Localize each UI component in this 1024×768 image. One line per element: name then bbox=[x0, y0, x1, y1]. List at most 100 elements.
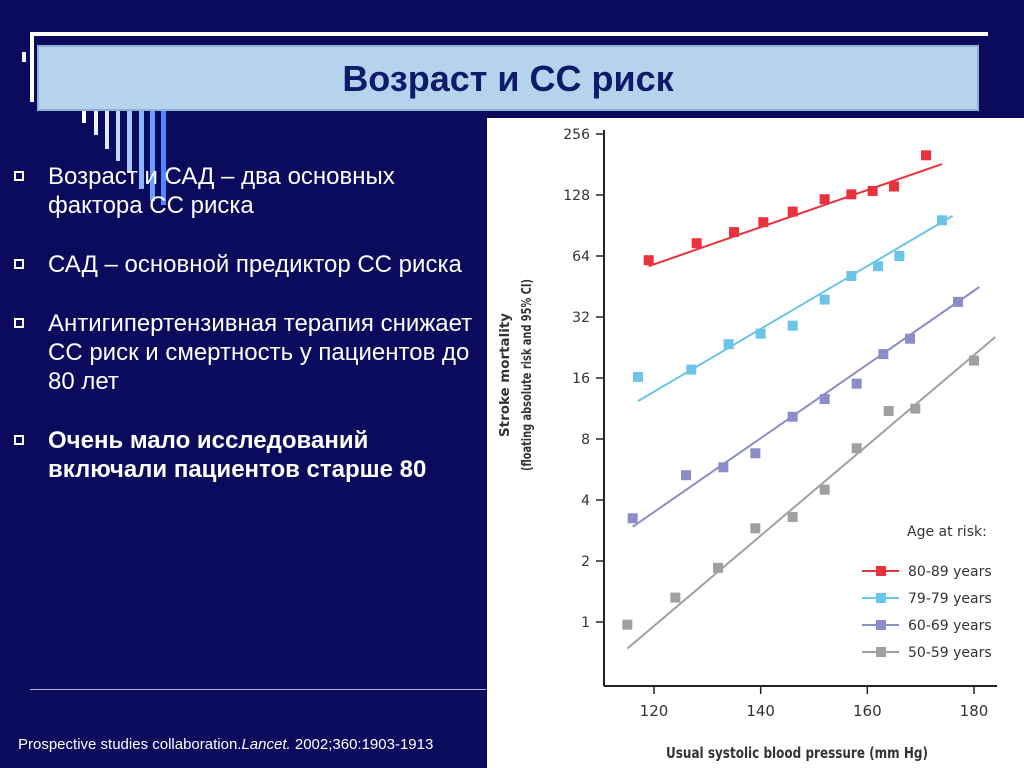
data-point bbox=[873, 261, 883, 272]
deco-bar bbox=[127, 111, 132, 173]
data-point bbox=[627, 513, 638, 524]
data-point bbox=[681, 470, 691, 481]
data-point bbox=[889, 181, 899, 192]
legend-label: 80-89 years bbox=[908, 564, 992, 580]
left-border-line bbox=[30, 32, 34, 102]
data-point bbox=[867, 185, 878, 196]
y-tick-label: 256 bbox=[563, 127, 590, 143]
bullet-list: Возраст и САД – два основных фактора СС … bbox=[14, 162, 484, 514]
deco-bar bbox=[116, 111, 120, 161]
x-axis-title: Usual systolic blood pressure (mm Hg) bbox=[666, 744, 928, 762]
legend-title: Age at risk: bbox=[907, 524, 987, 540]
data-point bbox=[937, 215, 947, 226]
square-bullet-icon bbox=[14, 259, 24, 269]
title-banner: Возраст и СС риск bbox=[37, 45, 979, 111]
data-point bbox=[819, 484, 830, 495]
data-point bbox=[851, 378, 862, 389]
y-axis-title: Stroke mortality bbox=[498, 312, 513, 437]
fit-line bbox=[626, 336, 996, 650]
deco-bar bbox=[82, 111, 86, 123]
data-point bbox=[819, 394, 830, 405]
corner-mark bbox=[22, 52, 26, 62]
data-point bbox=[894, 251, 905, 261]
data-point bbox=[643, 255, 654, 266]
legend-marker bbox=[876, 620, 886, 630]
data-point bbox=[969, 355, 979, 366]
data-point bbox=[851, 443, 862, 454]
y-axis-subtitle: (floating absolute risk and 95% CI) bbox=[520, 279, 535, 471]
data-point bbox=[758, 217, 769, 228]
y-tick-label: 4 bbox=[581, 493, 590, 509]
square-bullet-icon bbox=[14, 171, 24, 181]
data-point bbox=[750, 523, 761, 534]
top-border-line bbox=[30, 32, 988, 36]
data-point bbox=[846, 189, 857, 200]
citation-journal: Lancet. bbox=[241, 736, 291, 753]
data-point bbox=[910, 403, 921, 414]
y-tick-label: 1 bbox=[581, 615, 590, 631]
bullet-item: Очень мало исследований включали пациент… bbox=[14, 426, 484, 484]
y-tick-label: 2 bbox=[581, 554, 590, 570]
deco-bar bbox=[94, 111, 98, 135]
chart-panel: 1 2 4 8 16 32 64 128 256 120 140 160 180 Usual systol… bbox=[487, 118, 1024, 768]
data-point bbox=[787, 206, 798, 217]
bullet-text: Антигипертензивная терапия снижает СС ри… bbox=[48, 310, 473, 395]
citation-suffix: 2002;360:1903-1913 bbox=[290, 736, 434, 753]
bullet-text: Очень мало исследований включали пациент… bbox=[48, 427, 427, 483]
data-point bbox=[819, 294, 830, 305]
fit-line bbox=[637, 214, 954, 403]
bullet-text: САД – основной предиктор СС риска bbox=[48, 251, 462, 278]
data-point bbox=[718, 462, 729, 473]
x-tick-label: 160 bbox=[853, 702, 882, 720]
y-tick-label: 8 bbox=[581, 432, 590, 448]
y-tick-label: 64 bbox=[572, 249, 590, 265]
data-point bbox=[878, 349, 889, 360]
data-point bbox=[953, 296, 963, 307]
data-point bbox=[622, 619, 633, 630]
citation: Prospective studies collaboration.Lancet… bbox=[18, 736, 433, 753]
square-bullet-icon bbox=[14, 435, 24, 445]
bullet-item: Возраст и САД – два основных фактора СС … bbox=[14, 162, 484, 220]
deco-bar bbox=[139, 111, 144, 189]
deco-bar bbox=[161, 111, 166, 205]
deco-bar bbox=[150, 111, 155, 201]
data-point bbox=[750, 448, 761, 459]
data-point bbox=[723, 339, 734, 350]
data-point bbox=[670, 592, 681, 603]
data-point bbox=[686, 364, 697, 375]
data-point bbox=[905, 333, 915, 344]
x-tick-label: 180 bbox=[960, 702, 989, 720]
data-point bbox=[691, 238, 702, 249]
bullet-item: Антигипертензивная терапия снижает СС ри… bbox=[14, 309, 484, 396]
citation-prefix: Prospective studies collaboration. bbox=[18, 736, 242, 753]
data-point bbox=[787, 320, 798, 331]
y-tick-label: 32 bbox=[572, 310, 590, 326]
legend-label: 60-69 years bbox=[908, 618, 992, 634]
x-tick-label: 120 bbox=[640, 702, 669, 720]
data-point bbox=[755, 328, 766, 339]
data-point bbox=[633, 371, 643, 382]
legend-marker bbox=[876, 593, 886, 603]
y-tick-label: 128 bbox=[563, 188, 590, 204]
bullet-text: Возраст и САД – два основных фактора СС … bbox=[48, 163, 395, 219]
legend-marker bbox=[876, 566, 886, 576]
data-point bbox=[883, 405, 894, 416]
square-bullet-icon bbox=[14, 318, 24, 328]
data-point bbox=[921, 150, 931, 161]
fit-line bbox=[632, 286, 980, 528]
data-point bbox=[787, 411, 798, 422]
legend-marker bbox=[876, 647, 886, 657]
deco-bar bbox=[105, 111, 109, 149]
data-point bbox=[713, 562, 723, 573]
legend-label: 50-59 years bbox=[908, 645, 992, 661]
bullet-item: САД – основной предиктор СС риска bbox=[14, 250, 484, 279]
legend-label: 79-79 years bbox=[908, 591, 992, 607]
slide-title: Возраст и СС риск bbox=[342, 58, 674, 99]
divider-line bbox=[30, 689, 486, 690]
data-point bbox=[846, 270, 857, 281]
data-point bbox=[729, 227, 739, 238]
x-tick-label: 140 bbox=[746, 702, 775, 720]
data-point bbox=[787, 511, 798, 522]
data-point bbox=[819, 194, 830, 205]
y-tick-label: 16 bbox=[572, 371, 590, 387]
